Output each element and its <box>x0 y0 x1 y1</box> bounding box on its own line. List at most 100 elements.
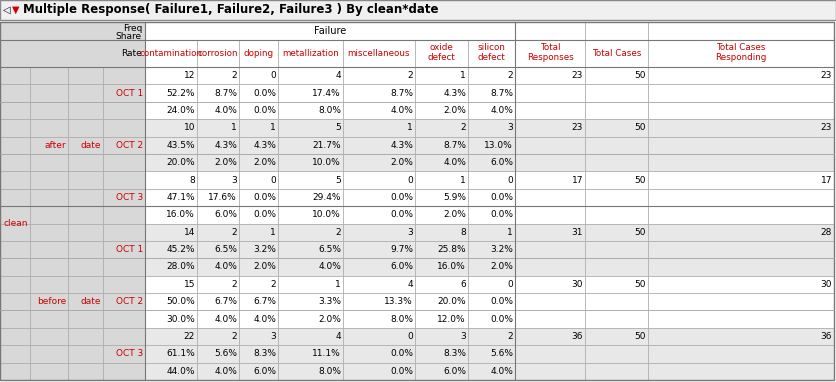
Text: corrosion: corrosion <box>198 49 238 58</box>
Bar <box>197 84 239 102</box>
Bar <box>515 40 585 67</box>
Bar <box>468 293 515 311</box>
Text: 8: 8 <box>461 228 466 237</box>
Bar <box>68 276 103 293</box>
Bar <box>145 84 197 102</box>
Text: 8.3%: 8.3% <box>253 350 276 358</box>
Text: 20.0%: 20.0% <box>166 158 195 167</box>
Bar <box>515 363 585 380</box>
Bar <box>648 22 834 40</box>
Text: 3: 3 <box>507 123 513 132</box>
Text: 4.3%: 4.3% <box>214 141 237 150</box>
Bar <box>648 84 834 102</box>
Text: 6: 6 <box>461 280 466 289</box>
Bar <box>197 276 239 293</box>
Text: 3: 3 <box>461 332 466 341</box>
Bar <box>343 40 415 67</box>
Text: 0: 0 <box>270 175 276 185</box>
Bar <box>415 102 468 119</box>
Bar <box>278 293 343 311</box>
Text: 0.0%: 0.0% <box>490 210 513 219</box>
Text: 0: 0 <box>270 71 276 80</box>
Text: metallization: metallization <box>282 49 339 58</box>
Text: 9.7%: 9.7% <box>390 245 413 254</box>
Text: doping: doping <box>243 49 273 58</box>
Text: Rate: Rate <box>121 49 142 58</box>
Bar <box>278 102 343 119</box>
Bar <box>278 363 343 380</box>
Text: ▼: ▼ <box>12 5 19 15</box>
Text: 12: 12 <box>184 71 195 80</box>
Bar <box>239 40 278 67</box>
Text: 1: 1 <box>461 71 466 80</box>
Bar <box>103 258 145 276</box>
Text: 1: 1 <box>270 123 276 132</box>
Bar <box>103 311 145 328</box>
Text: 30: 30 <box>820 280 832 289</box>
Bar <box>145 311 197 328</box>
Text: 4.0%: 4.0% <box>390 106 413 115</box>
Bar <box>197 258 239 276</box>
Text: OCT 2: OCT 2 <box>116 141 143 150</box>
Text: date: date <box>80 297 101 306</box>
Bar <box>145 119 197 136</box>
Bar <box>415 119 468 136</box>
Bar <box>343 189 415 206</box>
Text: 4.0%: 4.0% <box>214 367 237 376</box>
Bar <box>343 258 415 276</box>
Text: 0.0%: 0.0% <box>253 210 276 219</box>
Text: 6.0%: 6.0% <box>214 210 237 219</box>
Bar <box>145 293 197 311</box>
Bar <box>145 189 197 206</box>
Text: 50: 50 <box>635 280 646 289</box>
Text: 2.0%: 2.0% <box>443 106 466 115</box>
Bar <box>197 328 239 345</box>
Bar <box>415 293 468 311</box>
Bar <box>278 223 343 241</box>
Text: 17: 17 <box>572 175 583 185</box>
Text: 0.0%: 0.0% <box>490 315 513 324</box>
Bar <box>103 293 145 311</box>
Text: miscellaneous: miscellaneous <box>348 49 410 58</box>
Text: 52.2%: 52.2% <box>166 89 195 97</box>
Text: 5.9%: 5.9% <box>443 193 466 202</box>
Bar <box>648 67 834 84</box>
Bar <box>68 293 103 311</box>
Bar <box>585 84 648 102</box>
Bar <box>278 119 343 136</box>
Bar <box>468 67 515 84</box>
Text: 30.0%: 30.0% <box>166 315 195 324</box>
Bar <box>648 345 834 363</box>
Text: 2: 2 <box>232 228 237 237</box>
Bar <box>145 206 197 223</box>
Bar <box>0 119 30 136</box>
Bar <box>197 172 239 189</box>
Bar <box>515 345 585 363</box>
Bar <box>30 67 68 84</box>
Bar <box>103 206 145 223</box>
Text: 36: 36 <box>572 332 583 341</box>
Bar <box>68 136 103 154</box>
Bar <box>239 67 278 84</box>
Bar <box>103 223 145 241</box>
Bar <box>30 206 68 223</box>
Bar <box>103 67 145 84</box>
Text: 0.0%: 0.0% <box>490 297 513 306</box>
Bar <box>585 154 648 172</box>
Bar <box>68 189 103 206</box>
Bar <box>197 206 239 223</box>
Bar <box>585 363 648 380</box>
Bar <box>145 363 197 380</box>
Text: 0: 0 <box>507 175 513 185</box>
Bar <box>415 241 468 258</box>
Bar <box>468 84 515 102</box>
Bar <box>68 241 103 258</box>
Text: 0.0%: 0.0% <box>490 193 513 202</box>
Bar <box>468 223 515 241</box>
Text: 29.4%: 29.4% <box>313 193 341 202</box>
Text: date: date <box>80 141 101 150</box>
Text: 2.0%: 2.0% <box>319 315 341 324</box>
Text: 2: 2 <box>335 228 341 237</box>
Text: 12.0%: 12.0% <box>437 315 466 324</box>
Bar <box>415 345 468 363</box>
